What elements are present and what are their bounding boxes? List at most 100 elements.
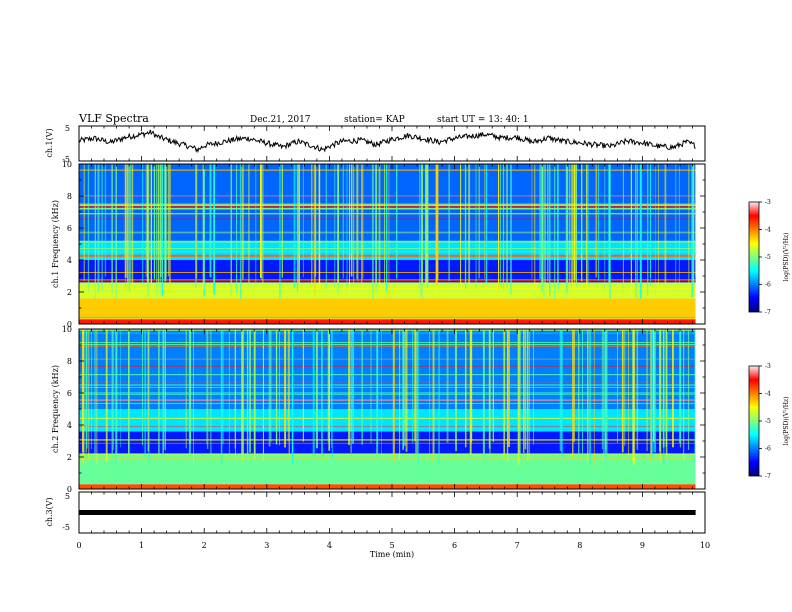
spectrogram-impulse-streak bbox=[565, 164, 568, 293]
spectrogram-impulse-streak bbox=[281, 164, 283, 278]
spectrogram-impulse-streak bbox=[158, 329, 160, 454]
spectrogram-impulse-streak bbox=[502, 164, 505, 290]
spectrogram-impulse-streak bbox=[120, 329, 121, 448]
spectrogram-impulse-streak bbox=[342, 164, 344, 279]
spectrogram-impulse-streak bbox=[162, 329, 164, 457]
time-tick-label: 7 bbox=[515, 541, 520, 550]
spectrogram-tone-line bbox=[79, 316, 696, 318]
time-tick-label: 5 bbox=[389, 541, 394, 550]
frequency-tick-label: 2 bbox=[67, 288, 72, 297]
spectrogram-impulse-streak bbox=[468, 164, 471, 297]
ch3-ytick-bottom: -5 bbox=[62, 523, 70, 532]
spectrogram-impulse-streak bbox=[586, 164, 589, 283]
spectrogram-impulse-streak bbox=[195, 164, 197, 288]
spectrogram-impulse-streak bbox=[279, 329, 280, 446]
spectrogram-impulse-streak bbox=[132, 164, 134, 299]
spectrogram-impulse-streak bbox=[405, 329, 408, 452]
spectrogram-impulse-streak bbox=[156, 164, 157, 297]
spectrogram-impulse-streak bbox=[597, 164, 599, 281]
ch1-colorbar-label: log(PSD)(V²/Hz) bbox=[783, 233, 790, 282]
spectrogram-impulse-streak bbox=[279, 164, 281, 299]
frequency-tick-label: 4 bbox=[67, 421, 72, 430]
spectrogram-impulse-streak bbox=[506, 329, 509, 462]
spectrogram-impulse-streak bbox=[220, 329, 223, 464]
spectrogram-impulse-streak bbox=[353, 164, 355, 289]
spectrogram-impulse-streak bbox=[417, 329, 419, 465]
spectrogram-tone-line bbox=[79, 346, 696, 347]
spectrogram-impulse-streak bbox=[593, 329, 595, 465]
spectrogram-impulse-streak bbox=[478, 164, 480, 279]
spectrogram-impulse-streak bbox=[247, 329, 249, 454]
spectrogram-impulse-streak bbox=[94, 164, 96, 299]
spectrogram-impulse-streak bbox=[111, 164, 113, 294]
spectrogram-impulse-streak bbox=[331, 329, 332, 448]
spectrogram-impulse-streak bbox=[653, 329, 655, 442]
spectrogram-impulse-streak bbox=[384, 164, 385, 293]
spectrogram-impulse-streak bbox=[128, 329, 130, 458]
ch3-waveform-time-ticks bbox=[78, 492, 706, 533]
ch2-colorbar: -3 -4 -5 -6 -7 log(PSD)(V²/Hz) bbox=[748, 363, 790, 480]
ch3-ytick-top: 5 bbox=[65, 492, 70, 501]
spectrogram-impulse-streak bbox=[624, 329, 626, 446]
spectrogram-impulse-streak bbox=[415, 329, 417, 456]
spectrogram-tone-line bbox=[79, 358, 696, 360]
spectrogram-impulse-streak bbox=[209, 164, 212, 278]
spectrogram-impulse-streak bbox=[142, 329, 143, 446]
ch1-waveform-time-ticks bbox=[78, 126, 706, 161]
spectrogram-tone-line bbox=[79, 329, 696, 331]
spectrogram-impulse-streak bbox=[630, 164, 632, 298]
spectrogram-impulse-streak bbox=[559, 329, 562, 452]
spectrogram-impulse-streak bbox=[609, 164, 611, 299]
time-tick-label: 1 bbox=[139, 541, 144, 550]
spectrogram-impulse-streak bbox=[124, 164, 126, 292]
spectrogram-impulse-streak bbox=[164, 164, 167, 282]
ch2-colorbar-gradient bbox=[748, 365, 760, 477]
spectrogram-impulse-streak bbox=[675, 164, 677, 283]
ch1-colorbar-gradient bbox=[748, 201, 760, 313]
frequency-tick-label: 0 bbox=[67, 485, 72, 494]
spectrogram-band bbox=[79, 298, 696, 320]
spectrogram-impulse-streak bbox=[606, 329, 608, 456]
spectrogram-impulse-streak bbox=[321, 329, 323, 455]
spectrogram-impulse-streak bbox=[500, 164, 501, 286]
spectrogram-tone-line bbox=[79, 453, 696, 455]
spectrogram-impulse-streak bbox=[635, 164, 636, 281]
spectrogram-impulse-streak bbox=[604, 164, 606, 290]
spectrogram-impulse-streak bbox=[402, 329, 404, 450]
frequency-tick-label: 8 bbox=[67, 357, 72, 366]
spectrogram-impulse-streak bbox=[150, 164, 152, 283]
spectrogram-impulse-streak bbox=[206, 329, 208, 445]
spectrogram-impulse-streak bbox=[544, 164, 546, 296]
time-tick-label: 9 bbox=[640, 541, 645, 550]
spectrogram-impulse-streak bbox=[91, 329, 92, 450]
spectrogram-impulse-streak bbox=[654, 329, 656, 453]
spectrogram-impulse-streak bbox=[287, 329, 289, 442]
spectrogram-impulse-streak bbox=[188, 329, 191, 455]
spectrogram-impulse-streak bbox=[334, 164, 336, 287]
spectrogram-impulse-streak bbox=[376, 329, 378, 445]
frequency-tick-label: 6 bbox=[67, 389, 72, 398]
spectrogram-impulse-streak bbox=[426, 164, 429, 288]
spectrogram-impulse-streak bbox=[575, 164, 577, 287]
spectrogram-impulse-streak bbox=[425, 164, 427, 283]
spectrogram-tone-line bbox=[79, 344, 696, 346]
spectrogram-impulse-streak bbox=[148, 329, 150, 463]
colorbar-tick-label: -5 bbox=[765, 418, 771, 425]
spectrogram-tone-line bbox=[79, 439, 696, 441]
spectrogram-no-data-strip bbox=[695, 329, 705, 489]
spectrogram-impulse-streak bbox=[385, 164, 388, 291]
spectrogram-impulse-streak bbox=[94, 329, 96, 454]
spectrogram-impulse-streak bbox=[88, 329, 90, 460]
spectrogram-impulse-streak bbox=[115, 164, 117, 299]
spectrogram-impulse-streak bbox=[350, 329, 352, 453]
spectrogram-impulse-streak bbox=[302, 329, 304, 442]
spectrogram-impulse-streak bbox=[293, 164, 296, 289]
spectrogram-impulse-streak bbox=[352, 329, 354, 444]
spectrogram-impulse-streak bbox=[573, 329, 575, 442]
spectrogram-impulse-streak bbox=[526, 329, 529, 461]
spectrogram-impulse-streak bbox=[331, 329, 333, 461]
time-tick-label: 0 bbox=[76, 541, 81, 550]
spectrogram-tone-line bbox=[79, 417, 696, 419]
spectrogram-impulse-streak bbox=[275, 329, 278, 445]
spectrogram-impulse-streak bbox=[582, 329, 583, 455]
